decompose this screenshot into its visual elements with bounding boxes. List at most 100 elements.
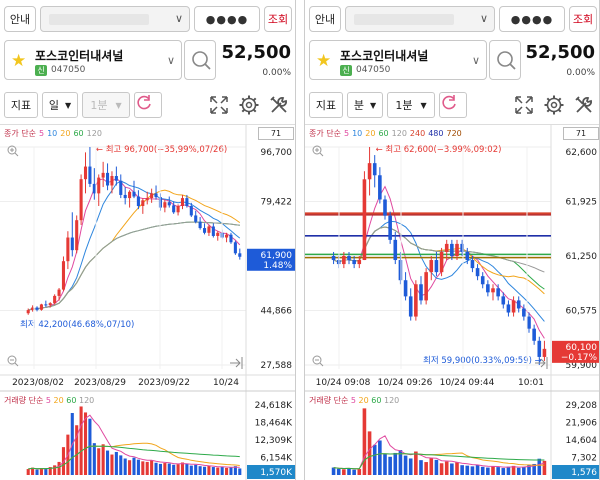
volume-bar bbox=[180, 462, 185, 475]
volume-bar bbox=[154, 462, 158, 475]
query-button[interactable]: 조회 bbox=[264, 6, 292, 32]
price-chart-area[interactable]: 96,700 79,422 44,866 27,588 ← 최고 96,700(−35,… bbox=[0, 124, 295, 480]
minute-label: 1분 bbox=[395, 99, 413, 112]
query-button[interactable]: 조회 bbox=[569, 6, 597, 32]
stock-selector[interactable]: ★ 포스코인터내셔널 신 047050 ∨ bbox=[4, 40, 182, 80]
current-price-tag-value: 60,100 bbox=[566, 343, 598, 353]
volume-bar bbox=[211, 467, 215, 475]
indicator-button[interactable]: 지표 bbox=[4, 92, 38, 118]
count-box[interactable]: 71 bbox=[258, 127, 294, 140]
current-price-tag bbox=[552, 340, 599, 363]
candle-body bbox=[136, 196, 140, 206]
volume-tag bbox=[247, 465, 295, 479]
search-button[interactable] bbox=[184, 40, 216, 80]
volume-bar bbox=[75, 425, 79, 475]
volume-bar bbox=[220, 466, 224, 475]
star-icon[interactable]: ★ bbox=[11, 51, 27, 71]
volume-bar bbox=[465, 465, 470, 475]
stock-selector[interactable]: ★ 포스코인터내셔널 신 047050 ∨ bbox=[309, 40, 487, 80]
password-field[interactable]: ●●●● bbox=[499, 6, 565, 32]
zoom-out-icon[interactable] bbox=[7, 355, 19, 367]
volume-bar bbox=[194, 464, 198, 475]
account-selector[interactable]: ∨ bbox=[40, 6, 190, 32]
tools-icon[interactable] bbox=[268, 94, 290, 116]
candle-body bbox=[172, 205, 176, 213]
price-chart-area[interactable]: 62,600 61,925 61,250 60,575 59,900 ← 최고 62,60… bbox=[305, 124, 599, 480]
volume-bar bbox=[331, 467, 336, 475]
volume-bar bbox=[383, 453, 387, 475]
candle-body bbox=[31, 307, 35, 311]
volume-bar bbox=[352, 469, 356, 475]
volume-bar bbox=[101, 444, 105, 475]
gear-icon[interactable] bbox=[543, 94, 565, 116]
account-row: 안내 ∨ ●●●● 조회 bbox=[4, 6, 292, 32]
candle-body bbox=[372, 163, 377, 176]
account-number-masked bbox=[354, 14, 454, 25]
minute-select[interactable]: 1분 ▼ bbox=[387, 92, 435, 118]
volume-bar bbox=[167, 463, 171, 475]
volume-bar bbox=[35, 469, 39, 475]
y-tick-label: 44,866 bbox=[261, 307, 293, 317]
star-icon[interactable]: ★ bbox=[316, 51, 332, 71]
indicator-button[interactable]: 지표 bbox=[309, 92, 343, 118]
volume-legend: 거래량 단순 5 20 60 120 bbox=[309, 395, 399, 406]
expand-icon[interactable] bbox=[208, 94, 230, 116]
expand-icon[interactable] bbox=[513, 94, 535, 116]
volume-bar bbox=[110, 454, 114, 475]
y-tick-label: 62,600 bbox=[566, 148, 598, 158]
scroll-end-icon[interactable] bbox=[535, 357, 548, 369]
notice-button[interactable]: 안내 bbox=[4, 6, 36, 32]
account-selector[interactable]: ∨ bbox=[345, 6, 495, 32]
volume-tick-label: 6,154K bbox=[260, 454, 293, 464]
refresh-button[interactable] bbox=[134, 92, 162, 118]
password-field[interactable]: ●●●● bbox=[194, 6, 260, 32]
volume-ma-line bbox=[333, 453, 545, 470]
volume-legend: 거래량 단순 5 20 60 120 bbox=[4, 395, 94, 406]
volume-bar bbox=[88, 418, 92, 475]
candle-body bbox=[97, 177, 101, 194]
volume-bar bbox=[542, 460, 547, 475]
period-select[interactable]: 분 ▼ bbox=[347, 92, 383, 118]
gear-icon[interactable] bbox=[238, 94, 260, 116]
zoom-out-icon[interactable] bbox=[312, 355, 324, 367]
volume-bar bbox=[145, 461, 149, 475]
tools-icon[interactable] bbox=[573, 94, 595, 116]
volume-legend-item: 60 bbox=[368, 396, 382, 405]
volume-bar bbox=[336, 468, 341, 475]
volume-bar bbox=[414, 451, 418, 475]
candle-body bbox=[123, 194, 127, 199]
volume-bar bbox=[39, 468, 43, 475]
minute-select[interactable]: 1분 ▼ bbox=[82, 92, 130, 118]
candle-body bbox=[347, 256, 351, 261]
candle-body bbox=[388, 215, 392, 240]
volume-legend-prefix: 거래량 단순 bbox=[309, 396, 349, 405]
scroll-end-icon[interactable] bbox=[230, 357, 243, 369]
volume-tick-label: 21,906 bbox=[566, 419, 598, 429]
candle-body bbox=[434, 260, 439, 273]
volume-bar bbox=[132, 457, 136, 475]
period-label: 일 bbox=[48, 99, 59, 112]
volume-tick-label: 18,464K bbox=[255, 418, 293, 428]
zoom-in-icon[interactable] bbox=[312, 145, 324, 157]
chevron-down-icon: ∨ bbox=[479, 12, 488, 25]
low-annotation: 최저 42,200(46.68%,07/10) bbox=[20, 319, 134, 330]
candle-body bbox=[88, 166, 92, 184]
count-box[interactable]: 71 bbox=[563, 127, 599, 140]
volume-bar bbox=[480, 466, 485, 475]
volume-bar bbox=[61, 447, 66, 475]
candle-body bbox=[154, 193, 158, 198]
ma-legend-item: 5 bbox=[38, 129, 45, 138]
volume-bar bbox=[163, 463, 167, 475]
candle-body bbox=[128, 191, 132, 199]
notice-button[interactable]: 안내 bbox=[309, 6, 341, 32]
volume-bar bbox=[429, 457, 434, 475]
period-select[interactable]: 일 ▼ bbox=[42, 92, 78, 118]
candle-body bbox=[53, 295, 57, 304]
candle-body bbox=[491, 288, 495, 293]
ma-legend-item: 5 bbox=[343, 129, 350, 138]
refresh-button[interactable] bbox=[439, 92, 467, 118]
zoom-in-icon[interactable] bbox=[7, 145, 19, 157]
search-button[interactable] bbox=[489, 40, 521, 80]
candle-body bbox=[35, 307, 39, 310]
candle-body bbox=[70, 237, 74, 251]
